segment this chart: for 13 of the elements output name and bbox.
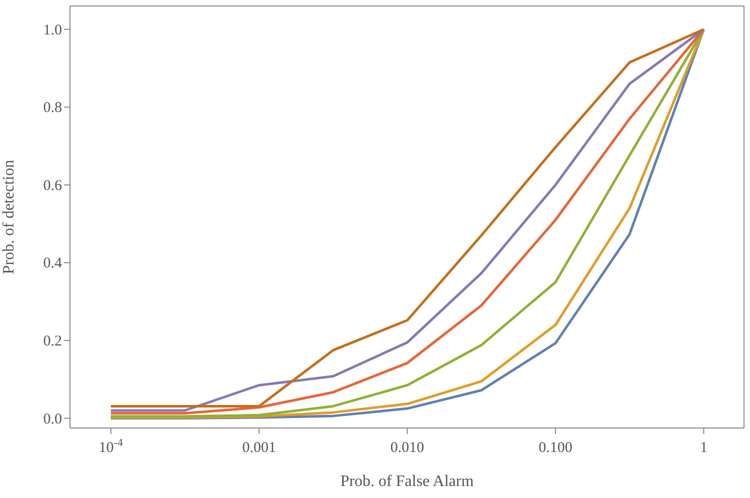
y-tick-label: 0.8 (43, 100, 62, 116)
x-tick-label: 10$^{-4}$ (98, 437, 124, 456)
x-axis-title: Prob. of False Alarm (340, 473, 474, 490)
x-tick-label: 0.100 (538, 440, 572, 456)
y-tick-label: 0.4 (43, 256, 62, 272)
y-tick-label: 1.0 (43, 22, 62, 38)
x-tick-label: 1 (700, 440, 708, 456)
y-tick-label: 0.0 (43, 411, 62, 428)
x-tick-label: 0.010 (390, 440, 424, 456)
y-tick-label: 0.6 (43, 178, 62, 194)
y-tick-label: 0.2 (43, 333, 62, 350)
x-tick-label: 0.001 (242, 440, 276, 456)
y-axis-title: Prob. of detection (0, 160, 18, 274)
